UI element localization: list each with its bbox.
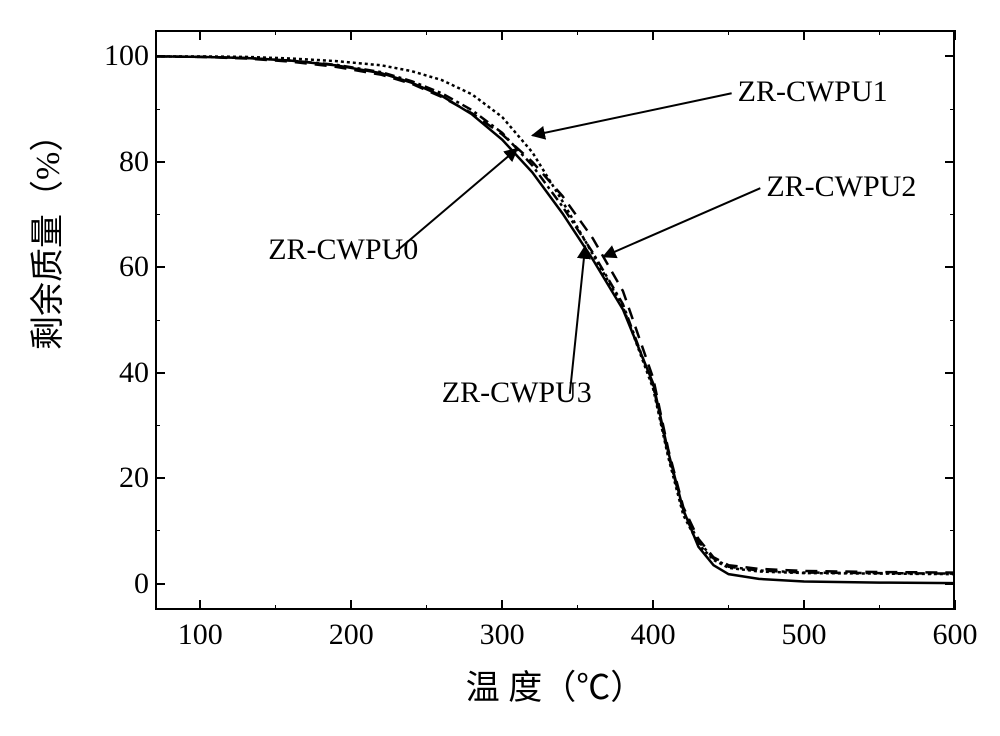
tick [501,600,503,610]
tick [954,30,956,40]
annotation-ZR-CWPU1: ZR-CWPU1 [738,75,888,109]
tick [945,266,955,268]
tick [945,55,955,57]
tick [155,214,160,215]
tga-chart: 100 200 300 400 500 600 0 20 40 60 80 100 ZR-CWPU1 ZR… [0,0,1000,736]
annotation-arrow [532,93,731,135]
tick [950,214,955,215]
tick [950,320,955,321]
series-ZR-CWPU2 [155,56,955,572]
tick [945,477,955,479]
y-tick-label: 80 [111,145,149,179]
annotation-arrow [570,246,585,394]
x-tick-label: 300 [480,618,525,652]
series-ZR-CWPU3 [155,56,955,573]
tick [155,477,165,479]
tick [155,372,165,374]
tick [275,605,276,610]
tick [155,161,165,163]
tick [728,30,729,35]
tick [501,30,503,40]
x-tick-label: 400 [631,618,676,652]
tick [426,30,427,35]
y-tick-label: 0 [127,567,149,601]
y-tick-label: 100 [95,39,149,73]
tick [155,266,165,268]
tick [155,583,165,585]
y-axis-label: 剩余质量（%） [20,290,69,350]
tick [155,320,160,321]
tick [199,30,201,40]
y-tick-label: 40 [111,356,149,390]
tick [350,30,352,40]
x-tick-label: 600 [933,618,978,652]
tick [155,530,160,531]
annotation-ZR-CWPU0: ZR-CWPU0 [268,233,418,267]
tick [155,425,160,426]
tick [803,30,805,40]
tick [199,600,201,610]
tick [950,425,955,426]
tick [879,605,880,610]
tick [945,372,955,374]
x-tick-label: 200 [329,618,374,652]
annotation-ZR-CWPU2: ZR-CWPU2 [766,170,916,204]
tick [155,109,160,110]
tick [803,600,805,610]
tick [950,109,955,110]
tick [954,600,956,610]
tick [155,55,165,57]
tick [577,30,578,35]
x-tick-label: 500 [782,618,827,652]
tick [577,605,578,610]
tick [652,600,654,610]
tick [945,161,955,163]
tick [950,530,955,531]
y-tick-label: 60 [111,250,149,284]
y-tick-label: 20 [111,461,149,495]
x-tick-label: 100 [178,618,223,652]
series-ZR-CWPU1 [155,56,955,574]
tick [275,30,276,35]
annotation-ZR-CWPU3: ZR-CWPU3 [442,376,592,410]
tick [350,600,352,610]
annotation-arrow [603,188,760,257]
tick [945,583,955,585]
tick [426,605,427,610]
series-ZR-CWPU0 [155,56,955,583]
tick [879,30,880,35]
tick [728,605,729,610]
x-axis-label: 温 度（℃） [445,660,665,709]
tick [652,30,654,40]
